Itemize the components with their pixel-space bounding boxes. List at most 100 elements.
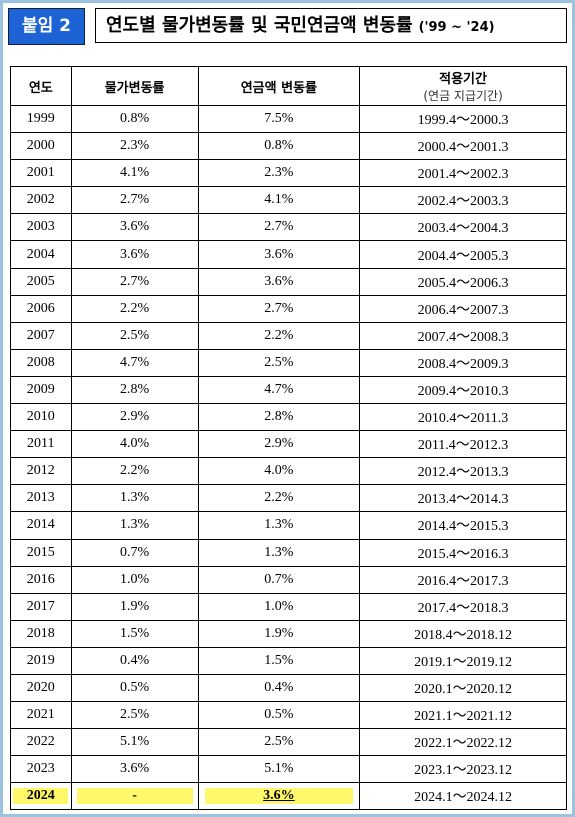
table-cell: 2.3% (70, 132, 199, 161)
table-cell: 3.6% (70, 213, 199, 242)
table-row: 2011 4.0% 2.9% 2011.4～2012.3 (10, 430, 567, 459)
column-header: 연금액 변동률 (197, 66, 361, 106)
table-row: 2021 2.5% 0.5% 2021.1～2021.12 (10, 701, 567, 730)
table-cell: 0.4% (70, 646, 199, 675)
table-cell: 2021.1～2021.12 (359, 701, 567, 730)
table-cell: 2.5% (70, 701, 199, 730)
table-row: 2002 2.7% 4.1% 2002.4～2003.3 (10, 186, 567, 215)
table-cell: 2.8% (197, 403, 361, 432)
table-cell: 7.5% (197, 104, 361, 134)
table-row: 2001 4.1% 2.3% 2001.4～2002.3 (10, 159, 567, 188)
table-cell: 1.3% (70, 484, 199, 513)
table-row: 2023 3.6% 5.1% 2023.1～2023.12 (10, 755, 567, 784)
table-cell: 2008.4～2009.3 (359, 348, 567, 377)
table-cell: 2015 (10, 538, 72, 567)
table-cell: 2005.4～2006.3 (359, 267, 567, 296)
table-cell: 1.3% (197, 538, 361, 567)
table-cell: 1.0% (70, 565, 199, 594)
table-cell: 2017.4～2018.3 (359, 592, 567, 621)
table-cell: 4.0% (70, 430, 199, 459)
table-cell: 2009 (10, 375, 72, 405)
table-row: 2022 5.1% 2.5% 2022.1～2022.12 (10, 728, 567, 757)
table-row: 2008 4.7% 2.5% 2008.4～2009.3 (10, 348, 567, 377)
table-cell: 2.7% (197, 213, 361, 242)
column-header-subtitle: (연금 지급기간) (423, 89, 503, 103)
table-cell: 1.3% (197, 511, 361, 540)
table-cell: 2.8% (70, 375, 199, 405)
table-cell: 2.9% (70, 403, 199, 432)
table-cell: 2.3% (197, 159, 361, 188)
table-cell: 2022.1～2022.12 (359, 728, 567, 757)
table-row: 2005 2.7% 3.6% 2005.4～2006.3 (10, 267, 567, 296)
table-cell: 3.6% (70, 240, 199, 269)
table-row: 2007 2.5% 2.2% 2007.4～2008.3 (10, 321, 567, 350)
table-cell: 2000.4～2001.3 (359, 132, 567, 161)
table-cell: 2.7% (197, 294, 361, 323)
table-cell: 2011.4～2012.3 (359, 430, 567, 459)
table-cell: 2.2% (70, 457, 199, 486)
table-cell: 2018.4～2018.12 (359, 619, 567, 648)
table-cell: 2013 (10, 484, 72, 513)
highlight: 2024 (13, 788, 69, 805)
table-row: 2019 0.4% 1.5% 2019.1～2019.12 (10, 646, 567, 675)
table-cell: 3.6% (197, 267, 361, 296)
table-cell: - (70, 782, 199, 811)
table-row: 2009 2.8% 4.7% 2009.4～2010.3 (10, 375, 567, 405)
table-cell: 2018 (10, 619, 72, 648)
table-cell: 1.3% (70, 511, 199, 540)
table-cell: 4.7% (197, 375, 361, 405)
table-cell: 2.7% (70, 186, 199, 215)
table-cell: 4.1% (70, 159, 199, 188)
table-cell: 2.9% (197, 430, 361, 459)
badge: 붙임 2 (8, 8, 85, 45)
table-cell: 3.6% (70, 755, 199, 784)
table-cell: 0.8% (70, 104, 199, 134)
table-cell: 2003.4～2004.3 (359, 213, 567, 242)
table-cell: 4.7% (70, 348, 199, 377)
table-cell: 1.9% (197, 619, 361, 648)
table-row: 2020 0.5% 0.4% 2020.1～2020.12 (10, 673, 567, 703)
table-cell: 2023.1～2023.12 (359, 755, 567, 784)
table-cell: 2013.4～2014.3 (359, 484, 567, 513)
table-cell: 2019 (10, 646, 72, 675)
table-cell: 1.5% (70, 619, 199, 648)
table-cell: 2002.4～2003.3 (359, 186, 567, 215)
table-cell: 0.7% (70, 538, 199, 567)
table-cell: 2007.4～2008.3 (359, 321, 567, 350)
table-cell: 2000 (10, 132, 72, 161)
table-cell: 4.1% (197, 186, 361, 215)
table-cell: 4.0% (197, 457, 361, 486)
cell-text: 3.6% (263, 788, 295, 804)
table-cell: 2.2% (197, 484, 361, 513)
table-row: 2015 0.7% 1.3% 2015.4～2016.3 (10, 538, 567, 567)
table-cell: 2011 (10, 430, 72, 459)
table-cell: 2.2% (197, 321, 361, 350)
table-cell: 2010.4～2011.3 (359, 403, 567, 432)
table-row: 2024 - 3.6% 2024.1～2024.12 (10, 782, 567, 811)
table-row: 2004 3.6% 3.6% 2004.4～2005.3 (10, 240, 567, 269)
table-cell: 2017 (10, 592, 72, 621)
title: 연도별 물가변동률 및 국민연금액 변동률 (106, 15, 413, 36)
column-header-title: 적용기간 (439, 72, 487, 87)
table-cell: 2014 (10, 511, 72, 540)
table-cell: 0.5% (197, 701, 361, 730)
table-cell: 2009.4～2010.3 (359, 375, 567, 405)
table-row: 1999 0.8% 7.5% 1999.4～2000.3 (10, 104, 567, 134)
table-row: 2017 1.9% 1.0% 2017.4～2018.3 (10, 592, 567, 621)
table-cell: 2010 (10, 403, 72, 432)
table-cell: 0.5% (70, 673, 199, 703)
cell-text: 2024 (26, 788, 55, 804)
table-cell: 0.8% (197, 132, 361, 161)
column-header: 적용기간 (연금 지급기간) (359, 66, 567, 106)
table-row: 2013 1.3% 2.2% 2013.4～2014.3 (10, 484, 567, 513)
table-cell: 2001 (10, 159, 72, 188)
table-cell: 2.2% (70, 294, 199, 323)
table-cell: 0.7% (197, 565, 361, 594)
table-cell: 1999.4～2000.3 (359, 104, 567, 134)
cell-text: - (132, 788, 137, 804)
table-cell: 2007 (10, 321, 72, 350)
data-table: 연도 물가변동률 연금액 변동률 적용기간 (연금 지급기간) 1999 0.8% 7.5% 1… (10, 66, 567, 811)
table-cell: 3.6% (197, 782, 361, 811)
table-cell: 2004 (10, 240, 72, 269)
